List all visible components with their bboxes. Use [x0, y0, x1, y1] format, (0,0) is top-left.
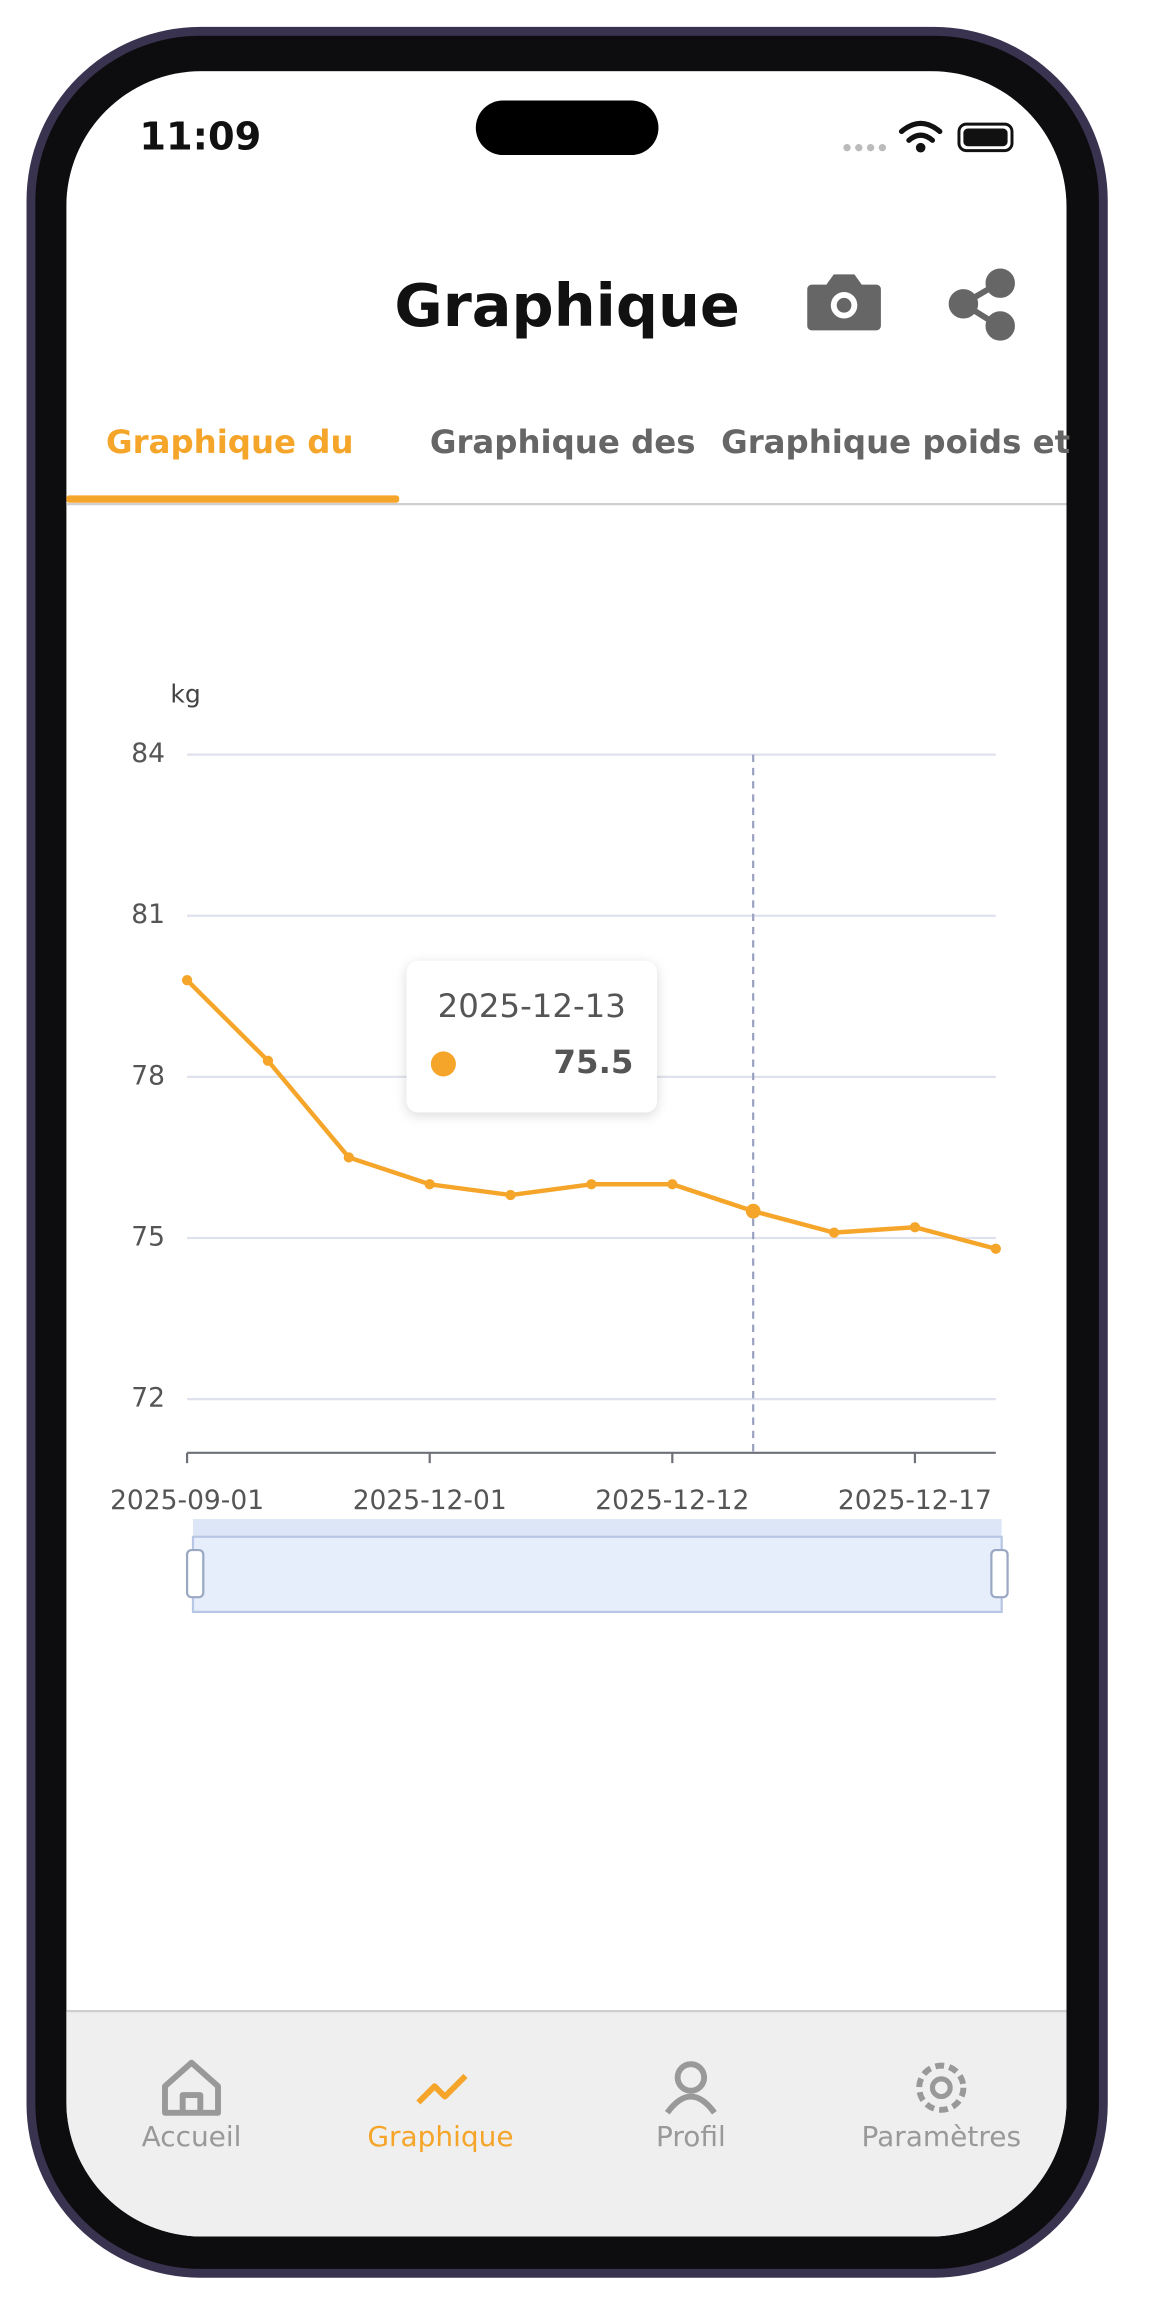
- wifi-icon: [898, 120, 943, 153]
- screen: [66, 71, 1067, 2237]
- tooltip-marker: [430, 1051, 456, 1077]
- y-tick-label: 72: [131, 1383, 165, 1414]
- x-tick-label: 2025-09-01: [110, 1485, 264, 1516]
- data-point: [181, 975, 193, 986]
- data-point: [505, 1189, 516, 1201]
- tooltip-date: 2025-12-13: [438, 987, 626, 1025]
- signal-icon: [843, 143, 887, 152]
- x-tick-label: 2025-12-17: [838, 1485, 992, 1516]
- chart: kg 72 75 78 81 84 2025-09-01 2025-12-01 2025-12…: [110, 680, 1001, 1516]
- data-point: [343, 1152, 354, 1163]
- tab-label: Accueil: [142, 2120, 242, 2153]
- tab[interactable]: Graphique du: [106, 423, 354, 461]
- y-tick-label: 78: [131, 1060, 165, 1091]
- tooltip: 2025-12-13 75.5: [406, 960, 657, 1113]
- battery-icon: [957, 122, 1014, 153]
- tab-profil[interactable]: Profil: [656, 2061, 726, 2153]
- zoom-handle[interactable]: [990, 1548, 1009, 1599]
- battery-level: [963, 128, 1008, 147]
- y-tick-label: 75: [131, 1221, 165, 1252]
- tab-label: Profil: [656, 2120, 726, 2153]
- data-point: [745, 1203, 761, 1219]
- status-time: 11:09: [139, 114, 261, 159]
- data-point: [909, 1222, 921, 1233]
- zoom-handle[interactable]: [185, 1548, 205, 1599]
- data-point: [424, 1179, 435, 1190]
- tooltip-box: [406, 960, 657, 1113]
- dynamic-island: [475, 100, 659, 156]
- y-tick-label: 81: [131, 899, 165, 930]
- data-point: [667, 1179, 678, 1190]
- x-tick-label: 2025-12-01: [353, 1485, 507, 1516]
- tab-bar-bg: [66, 2011, 1067, 2237]
- x-tick-label: 2025-12-12: [595, 1485, 749, 1516]
- tab-label: Paramètres: [862, 2120, 1021, 2153]
- tooltip-value: 75.5: [554, 1043, 634, 1081]
- data-point: [586, 1179, 597, 1190]
- y-tick-label: 84: [131, 738, 165, 769]
- zoom-window[interactable]: [191, 1535, 1003, 1614]
- y-axis-label: kg: [170, 680, 200, 709]
- tab-parametres[interactable]: Paramètres: [862, 2062, 1021, 2153]
- header-title: Graphique: [394, 271, 740, 340]
- tab-accueil[interactable]: Accueil: [142, 2059, 242, 2153]
- share-button[interactable]: [948, 268, 1015, 341]
- data-point: [262, 1055, 274, 1066]
- tab[interactable]: Graphique poids et: [721, 423, 1070, 461]
- tab[interactable]: Graphique des: [430, 423, 696, 461]
- camera-button[interactable]: [807, 274, 881, 331]
- screen-bg: [66, 71, 1067, 2237]
- tab-indicator: [66, 495, 400, 503]
- tab-label: Graphique: [367, 2120, 513, 2153]
- tab-graphique[interactable]: Graphique: [367, 2073, 514, 2153]
- data-point: [990, 1243, 1001, 1254]
- data-point: [828, 1227, 840, 1238]
- zoom-bar: [192, 1519, 1002, 1537]
